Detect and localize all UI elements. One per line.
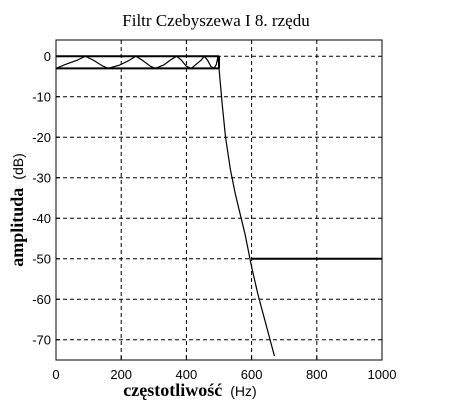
y-tick-label: -30 xyxy=(32,171,51,186)
y-tick-label: -40 xyxy=(32,211,51,226)
x-tick-label: 0 xyxy=(52,367,59,382)
y-tick-label: -20 xyxy=(32,130,51,145)
chart-title: Filtr Czebyszewa I 8. rzędu xyxy=(122,11,310,30)
y-axis-label-main: amplituda xyxy=(7,188,27,267)
y-axis-label: amplituda (dB) xyxy=(7,153,27,266)
spec-lines xyxy=(56,55,382,260)
svg-text:częstotliwość (Hz): częstotliwość (Hz) xyxy=(123,380,256,400)
y-axis-label-unit: (dB) xyxy=(10,153,26,179)
x-tick-label: 1000 xyxy=(368,367,397,382)
x-axis-label-main: częstotliwość xyxy=(123,380,222,400)
x-axis-label: częstotliwość (Hz) xyxy=(123,380,256,400)
x-tick-label: 600 xyxy=(241,367,263,382)
series-line xyxy=(56,55,275,357)
svg-text:amplituda (dB): amplituda (dB) xyxy=(7,153,27,266)
x-tick-label: 800 xyxy=(306,367,328,382)
y-tick-label: -10 xyxy=(32,90,51,105)
series xyxy=(56,55,275,357)
x-tick-label: 400 xyxy=(176,367,198,382)
x-tick-label: 200 xyxy=(110,367,132,382)
grid xyxy=(56,40,382,360)
tick-labels: 0 200 400 600 800 1000 0 -10 -20 -30 -40 -50 -60 -70 xyxy=(32,49,396,382)
x-axis-label-unit: (Hz) xyxy=(230,383,256,399)
y-tick-label: -50 xyxy=(32,252,51,267)
plot-frame xyxy=(55,39,383,361)
y-tick-label: -60 xyxy=(32,292,51,307)
y-tick-label: -70 xyxy=(32,333,51,348)
y-tick-label: 0 xyxy=(44,49,51,64)
